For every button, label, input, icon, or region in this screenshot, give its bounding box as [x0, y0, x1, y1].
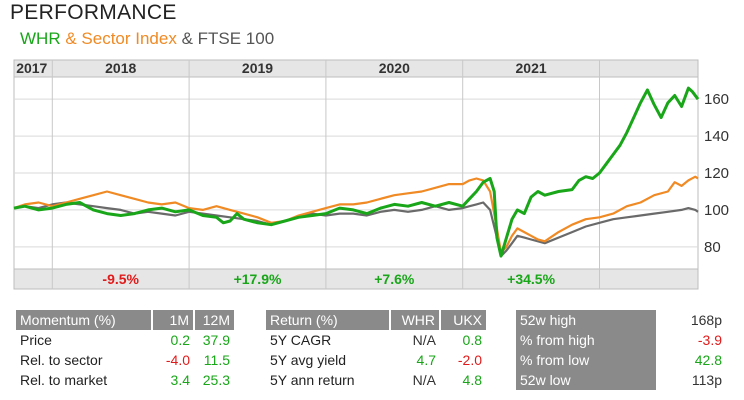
value-whr: N/A: [412, 332, 436, 348]
returns-table: Return (%) WHR UKX 5Y CAGR N/A 0.8 5Y av…: [266, 310, 486, 390]
value-12m: 25.3: [202, 372, 230, 388]
returns-header-ukx: UKX: [439, 310, 486, 330]
y-tick-label: 80: [704, 239, 721, 256]
annual-return-label: +34.5%: [507, 271, 555, 287]
momentum-table: Momentum (%) 1M 12M Price 0.2 37.9 Rel. …: [16, 310, 234, 390]
row-label: 52w high: [516, 310, 656, 330]
row-label: Price: [20, 332, 52, 348]
value-whr: N/A: [412, 372, 436, 388]
year-label: 2021: [516, 60, 547, 76]
momentum-header-label: Momentum (%): [16, 310, 152, 330]
row-label: % from high: [516, 330, 656, 350]
row-value: -3.9: [697, 332, 722, 348]
row-label: % from low: [516, 350, 656, 370]
value-whr: 4.7: [416, 352, 436, 368]
table-row: 52w high 168p: [516, 310, 726, 330]
series-line-sector-index: [13, 175, 699, 254]
momentum-header-row: Momentum (%) 1M 12M: [16, 310, 234, 330]
value-ukx: -2.0: [457, 352, 482, 368]
table-row: Price 0.2 37.9: [16, 330, 234, 350]
series-line-whr: [13, 86, 700, 258]
year-label: 2018: [105, 60, 136, 76]
table-row: 5Y avg yield 4.7 -2.0: [266, 350, 486, 370]
table-row: % from low 42.8: [516, 350, 726, 370]
annual-return-label: -9.5%: [102, 271, 139, 287]
row-label: Rel. to market: [20, 372, 108, 388]
annual-return-label: +17.9%: [234, 271, 282, 287]
year-label: 2017: [16, 60, 47, 76]
returns-header-row: Return (%) WHR UKX: [266, 310, 486, 330]
momentum-header-1m: 1M: [151, 310, 194, 330]
legend-sector: & Sector Index: [60, 29, 177, 48]
row-label: 52w low: [516, 370, 656, 390]
table-row: 5Y CAGR N/A 0.8: [266, 330, 486, 350]
legend-ftse: & FTSE 100: [176, 29, 275, 48]
table-row: 52w low 113p: [516, 370, 726, 390]
value-ukx: 4.8: [462, 372, 482, 388]
y-tick-label: 140: [704, 128, 729, 145]
value-12m: 11.5: [203, 352, 230, 368]
row-label: Rel. to sector: [20, 352, 103, 368]
table-row: Rel. to market 3.4 25.3: [16, 370, 234, 390]
value-ukx: 0.8: [462, 332, 482, 348]
series-line-ftse-100: [13, 201, 699, 258]
year-label: 2020: [379, 60, 410, 76]
legend-whr: WHR: [20, 29, 61, 48]
page-title: PERFORMANCE: [10, 1, 177, 24]
returns-header-whr: WHR: [389, 310, 440, 330]
row-label: 5Y CAGR: [270, 332, 332, 348]
row-label: 5Y ann return: [270, 372, 355, 388]
table-row: 5Y ann return N/A 4.8: [266, 370, 486, 390]
value-1m: 3.4: [170, 372, 190, 388]
chart-legend: WHR & Sector Index & FTSE 100: [20, 29, 274, 49]
y-tick-label: 120: [704, 165, 729, 182]
returns-header-label: Return (%): [266, 310, 390, 330]
value-1m: -4.0: [165, 352, 190, 368]
table-row: Rel. to sector -4.0 11.5: [16, 350, 234, 370]
row-value: 113p: [691, 372, 722, 388]
table-row: % from high -3.9: [516, 330, 726, 350]
year-label: 2019: [242, 60, 273, 76]
week52-table: 52w high 168p % from high -3.9 % from lo…: [516, 310, 726, 390]
row-value: 42.8: [694, 352, 722, 368]
annual-return-label: +7.6%: [374, 271, 415, 287]
y-tick-label: 100: [704, 202, 729, 219]
row-label: 5Y avg yield: [270, 352, 347, 368]
row-value: 168p: [690, 312, 722, 328]
momentum-header-12m: 12M: [193, 310, 234, 330]
y-tick-label: 160: [704, 91, 729, 108]
value-1m: 0.2: [170, 332, 190, 348]
performance-chart: 80 100 120 140 160 2017 2018 2019 2020 2021 -9.5% +…: [13, 59, 729, 290]
value-12m: 37.9: [202, 332, 230, 348]
